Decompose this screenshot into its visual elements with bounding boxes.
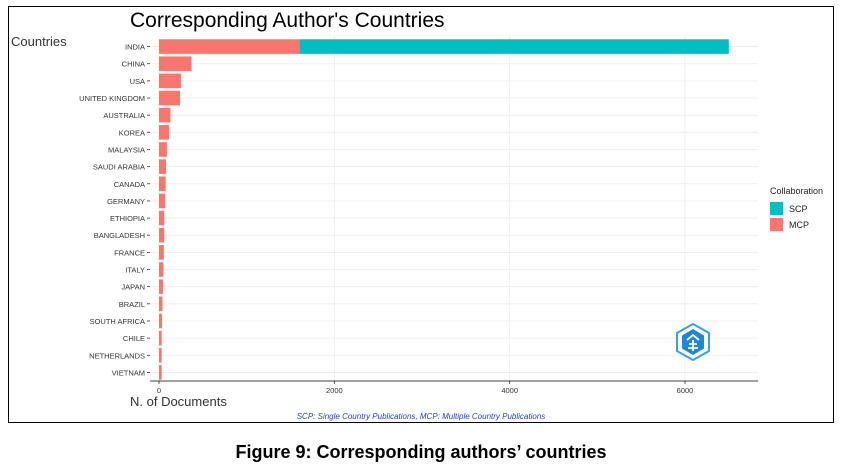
y-tick-labels: INDIA CHINA USA UNITED KINGDOM AUSTRALIA KORE… <box>79 43 150 377</box>
bar-mcp <box>159 159 167 174</box>
bar-mcp <box>159 296 163 312</box>
x-tick-labels: 0 2000 4000 6000 <box>157 381 693 395</box>
bar-mcp <box>159 73 181 89</box>
bar-mcp <box>159 193 166 209</box>
legend-swatch-scp <box>770 202 783 215</box>
y-tick-label: UNITED KINGDOM <box>79 94 145 103</box>
bar-mcp <box>159 262 164 277</box>
hexagon-logo-icon <box>676 323 710 361</box>
y-tick-label: JAPAN <box>121 283 145 292</box>
bar-mcp <box>159 365 162 380</box>
y-tick-label: KOREA <box>119 128 145 137</box>
bar-mcp <box>159 279 163 294</box>
y-tick-label: GERMANY <box>107 197 145 206</box>
x-axis-label: N. of Documents <box>130 394 227 409</box>
chart-caption: SCP: Single Country Publications, MCP: M… <box>296 412 546 421</box>
bar-mcp <box>159 227 165 243</box>
y-tick-label: NETHERLANDS <box>89 351 145 360</box>
legend-label-mcp: MCP <box>789 219 809 230</box>
y-tick-label: ETHIOPIA <box>110 214 145 223</box>
y-tick-label: BANGLADESH <box>94 231 145 240</box>
y-tick-label: INDIA <box>125 43 145 52</box>
bar-mcp <box>159 56 192 72</box>
bar-mcp <box>159 125 170 140</box>
y-tick-label: SAUDI ARABIA <box>93 163 145 172</box>
legend-label-scp: SCP <box>789 203 808 214</box>
bar-mcp <box>159 330 162 346</box>
y-tick-label: ITALY <box>125 266 145 275</box>
chart-title: Corresponding Author's Countries <box>130 9 445 32</box>
x-tick-label: 6000 <box>677 386 694 395</box>
y-tick-label: MALAYSIA <box>108 145 145 154</box>
bars <box>159 39 729 380</box>
y-tick-label: VIETNAM <box>112 368 145 377</box>
bar-mcp <box>159 107 171 123</box>
bar-mcp <box>159 210 165 226</box>
bar-mcp <box>159 142 167 157</box>
legend-swatch-mcp <box>770 218 783 231</box>
grid-lines <box>150 36 758 381</box>
legend: Collaboration SCP MCP <box>770 186 823 233</box>
y-tick-label: USA <box>130 77 145 86</box>
y-tick-label: SOUTH AFRICA <box>90 317 145 326</box>
bar-scp <box>299 39 729 54</box>
bar-mcp <box>159 245 164 260</box>
legend-item-scp: SCP <box>770 201 823 216</box>
figure-caption: Figure 9: Corresponding authors’ countri… <box>235 442 607 462</box>
y-tick-label: AUSTRALIA <box>103 111 145 120</box>
y-tick-label: CHILE <box>123 334 145 343</box>
x-tick-label: 2000 <box>326 386 343 395</box>
bar-mcp <box>159 176 166 192</box>
y-tick-label: CANADA <box>114 180 145 189</box>
y-axis-label: Countries <box>11 34 67 49</box>
x-tick-label: 4000 <box>501 386 518 395</box>
legend-item-mcp: MCP <box>770 217 823 232</box>
y-tick-label: BRAZIL <box>119 300 145 309</box>
bar-mcp <box>159 347 162 363</box>
y-tick-label: FRANCE <box>114 248 145 257</box>
legend-title: Collaboration <box>770 186 824 196</box>
x-tick-label: 0 <box>157 386 161 395</box>
bar-mcp <box>159 39 300 54</box>
bar-mcp <box>159 90 181 106</box>
bar-mcp <box>159 313 163 329</box>
y-tick-label: CHINA <box>122 60 145 69</box>
